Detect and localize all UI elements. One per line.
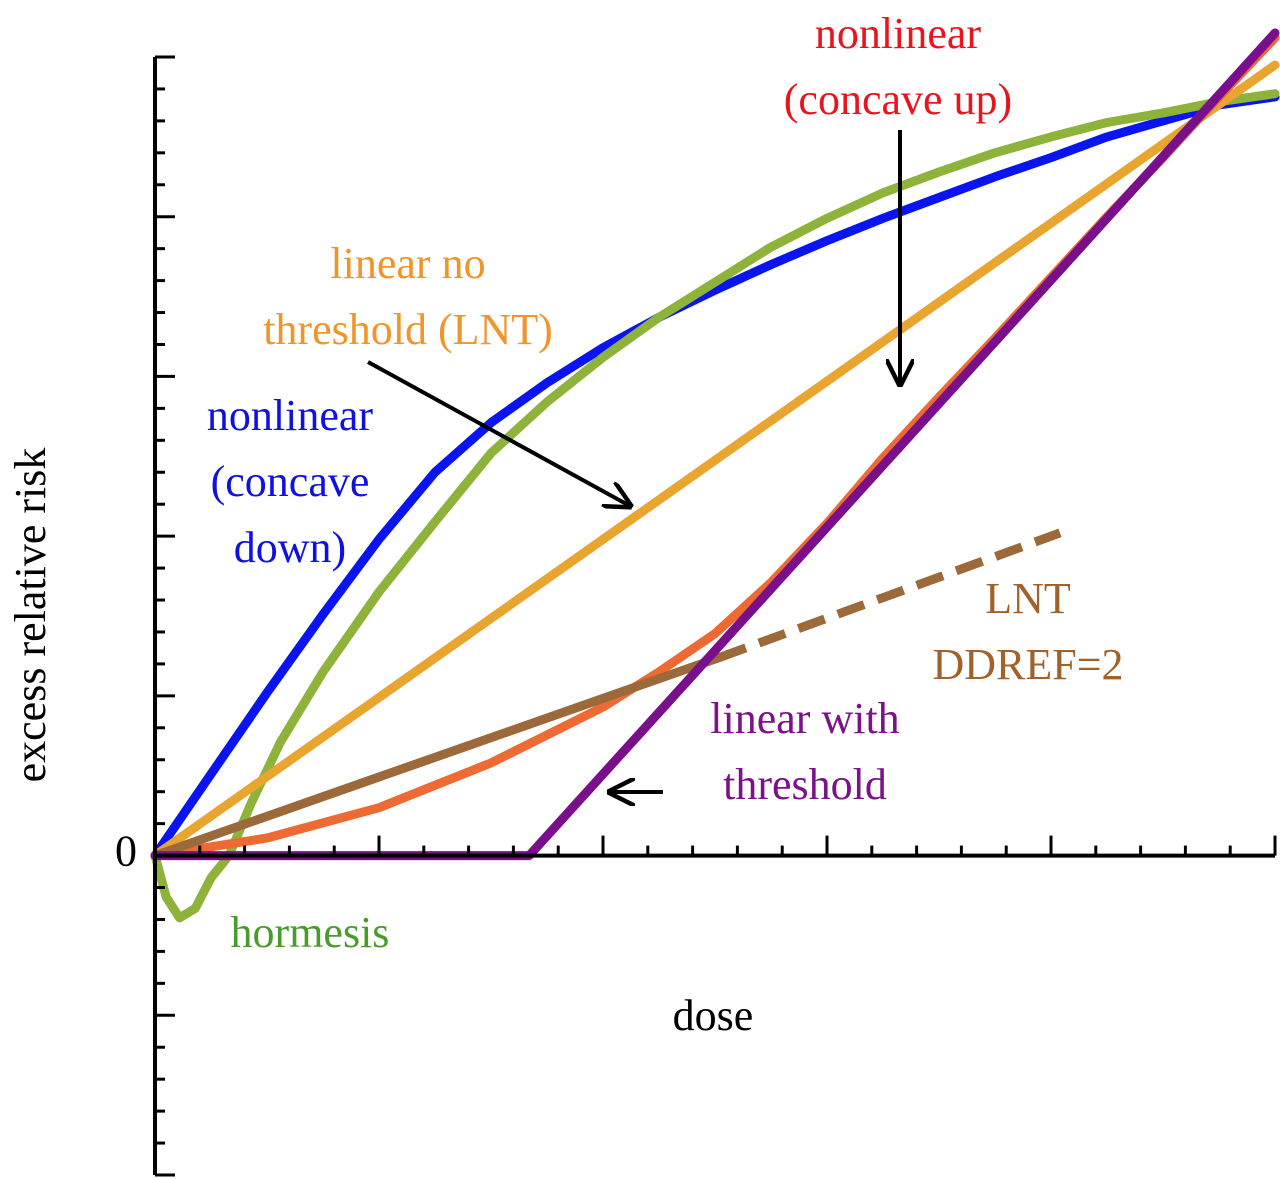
axes <box>153 55 1277 1177</box>
y-tick-label: 0 <box>115 827 137 876</box>
annotation: nonlinear <box>815 9 982 58</box>
annotation: (concave <box>211 457 370 506</box>
curve <box>150 92 1280 861</box>
labels: dose excess relative risk 0 nonlinear (con… <box>6 9 1123 1040</box>
annotation: threshold <box>723 760 887 809</box>
arrows <box>367 130 900 792</box>
annotation: linear with <box>710 694 899 743</box>
annotation: nonlinear <box>207 391 374 440</box>
annotation: hormesis <box>231 908 390 957</box>
curve <box>717 528 1062 662</box>
y-axis-label: excess relative risk <box>6 448 55 783</box>
annotation: DDREF=2 <box>932 640 1123 689</box>
annotation: threshold (LNT) <box>263 305 553 354</box>
arrow <box>367 360 630 506</box>
x-axis-label: dose <box>673 991 754 1040</box>
curve <box>150 60 1280 861</box>
curve <box>150 89 1280 923</box>
curve <box>150 653 724 861</box>
annotation: down) <box>234 523 346 572</box>
annotation: linear no <box>330 239 485 288</box>
annotation: (concave up) <box>784 75 1012 124</box>
annotation: LNT <box>985 574 1071 623</box>
